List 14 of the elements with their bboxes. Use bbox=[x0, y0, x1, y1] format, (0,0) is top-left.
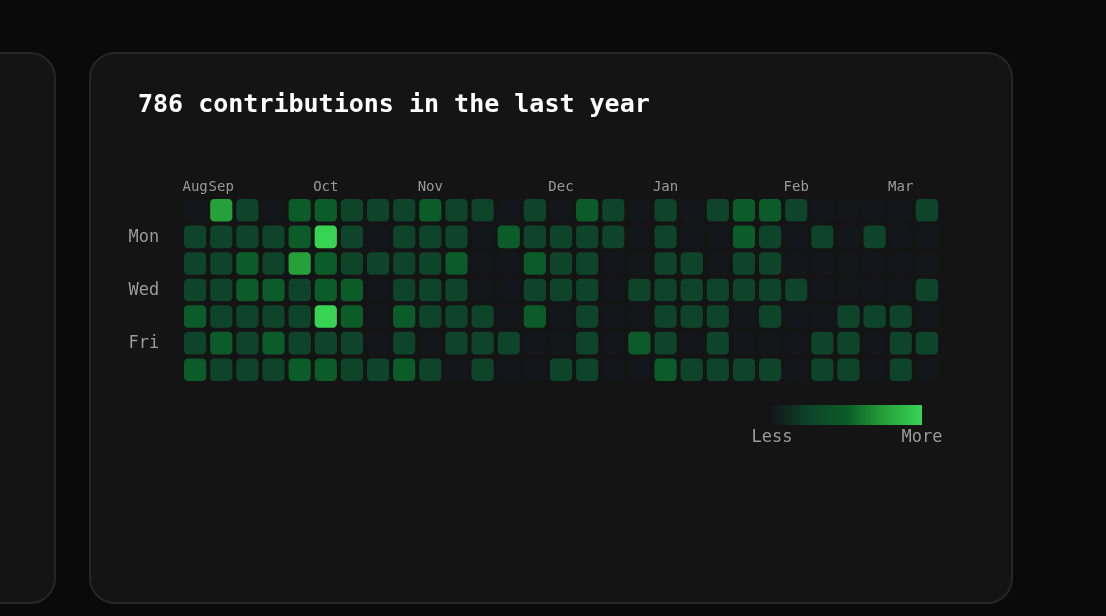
x-tick-label: Sep bbox=[208, 177, 234, 194]
x-tick-label: Oct bbox=[313, 177, 339, 194]
x-tick-label: Nov bbox=[417, 177, 443, 194]
x-tick-label: Feb bbox=[783, 177, 809, 194]
color-bar-label: More bbox=[901, 426, 943, 446]
x-tick-label: Mar bbox=[888, 177, 914, 194]
chart-title: 786 contributions in the last year bbox=[138, 89, 650, 118]
x-tick-label: Aug bbox=[182, 177, 208, 194]
y-tick-label: Wed bbox=[128, 279, 160, 299]
color-bar-label: Less bbox=[751, 426, 793, 446]
y-tick-label: Mon bbox=[128, 225, 160, 246]
x-tick-label: Jan bbox=[652, 177, 679, 194]
x-tick-label: Dec bbox=[548, 177, 574, 194]
y-tick-label: Fri bbox=[128, 332, 160, 353]
